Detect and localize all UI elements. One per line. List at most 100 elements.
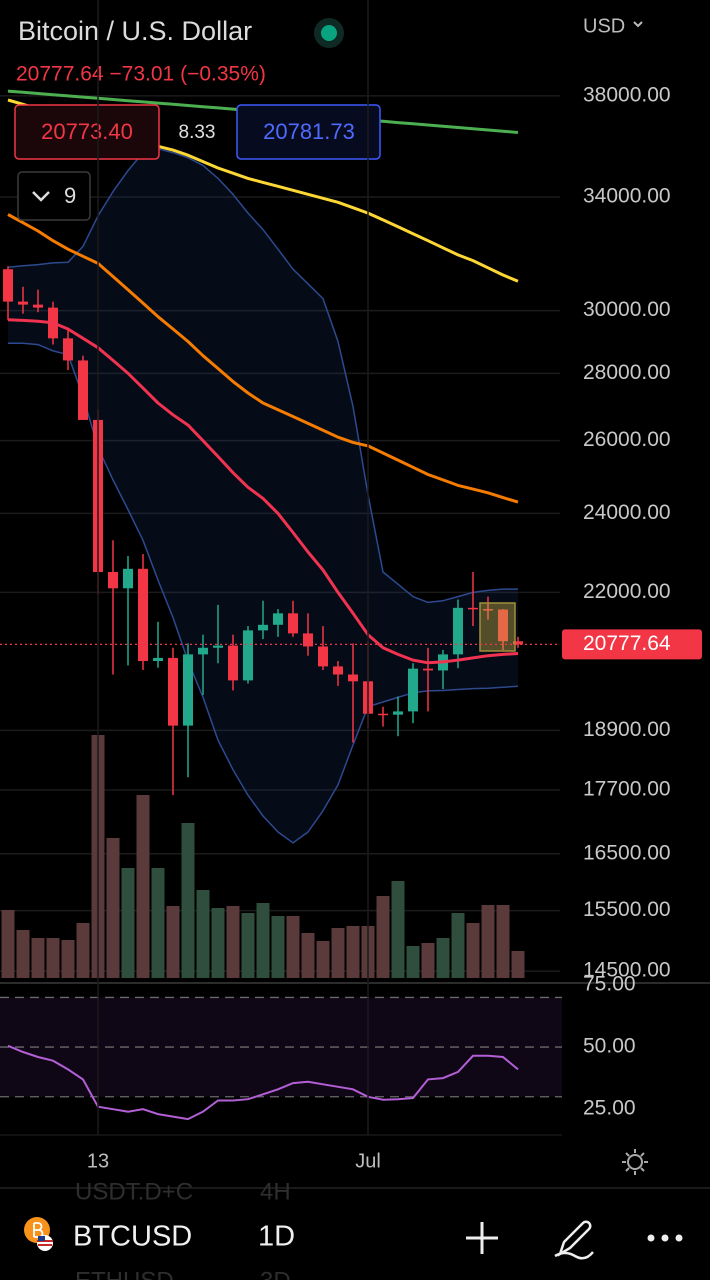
rsi-pane: [0, 996, 562, 1121]
candle-body: [63, 338, 73, 361]
price-tick-label: 26000.00: [583, 428, 671, 451]
candle-body: [393, 711, 403, 715]
candle-body: [483, 609, 493, 611]
bid-box[interactable]: [14, 104, 160, 160]
candle-body: [153, 657, 163, 662]
candle-body: [408, 668, 418, 712]
volume-bar: [436, 938, 450, 978]
indicator-count: 9: [64, 183, 76, 208]
volume-bar: [241, 913, 255, 978]
ask: 20781.73: [263, 119, 355, 144]
toolbar-interval[interactable]: 1D: [258, 1221, 295, 1253]
volume-bar: [346, 926, 360, 978]
indicator-line: [7, 318, 519, 665]
candle-body: [3, 269, 13, 302]
add-icon[interactable]: [466, 1222, 498, 1254]
candle-body: [168, 657, 178, 726]
price-tick-label: 30000.00: [583, 298, 671, 321]
rsi-tick-label: 25.00: [583, 1097, 636, 1120]
indicator-toggle[interactable]: [17, 171, 91, 221]
x-tick-label: Jul: [355, 1150, 381, 1172]
candle-body: [513, 641, 523, 645]
volume-bar: [76, 923, 90, 978]
volume-bar: [271, 916, 285, 978]
price-tick-label: 24000.00: [583, 501, 671, 524]
ghost-text: 4H: [260, 1178, 291, 1205]
volume-bar: [46, 938, 60, 978]
currency-chevron: [633, 21, 643, 28]
candle-body: [243, 630, 253, 681]
bar-highlight: [479, 602, 516, 652]
indicator-chevron: [32, 191, 50, 202]
price-tick-label: 15500.00: [583, 898, 671, 921]
bid: 20773.40: [41, 119, 133, 144]
toolbar-symbol[interactable]: BTCUSD: [73, 1221, 192, 1253]
price-axis: 38000.00 34000.00 30000.00 28000.00 26000.00…: [562, 83, 702, 982]
dot: [675, 1234, 683, 1242]
volume-bar: [16, 930, 30, 978]
volume-bar: [106, 838, 120, 978]
volume-bar: [166, 906, 180, 978]
price-tick-label: 22000.00: [583, 580, 671, 603]
volume-bar: [121, 868, 135, 978]
price-tick-label: 34000.00: [583, 184, 671, 207]
candle-body: [213, 645, 223, 648]
draw-icon[interactable]: [554, 1220, 594, 1260]
volume-bar: [61, 940, 75, 978]
candle-body: [18, 301, 28, 305]
volume-bar: [481, 905, 495, 978]
price-tick-label: 16500.00: [583, 841, 671, 864]
volume-bar: [211, 908, 225, 978]
candle-body: [453, 607, 463, 655]
candle-body: [273, 613, 283, 625]
price-tick-label: 18900.00: [583, 718, 671, 741]
volume-bar: [421, 943, 435, 978]
candle-body: [198, 647, 208, 655]
candle-body: [468, 607, 478, 610]
volume-bar: [406, 946, 420, 978]
volume-bar: [331, 928, 345, 978]
gear-teeth: [622, 1149, 648, 1175]
ask-box[interactable]: [236, 104, 381, 160]
ghost-text: ETHUSD: [75, 1267, 174, 1280]
candle-body: [348, 674, 358, 682]
x-tick-label: 13: [87, 1150, 109, 1172]
band-fill: [8, 148, 518, 843]
volume-bar: [301, 933, 315, 978]
volume-bar: [451, 913, 465, 978]
quote: 20777.64 −73.01 (−0.35%): [16, 63, 266, 86]
volume-bar: [466, 923, 480, 978]
candle-body: [78, 360, 88, 420]
toolbar: BTCUSD 1D: [24, 1217, 683, 1260]
candle-body: [123, 568, 133, 589]
candle-body: [288, 613, 298, 634]
status-dot: [321, 25, 337, 41]
candle-body: [333, 666, 343, 675]
dot: [661, 1234, 669, 1242]
volume-bar: [136, 795, 150, 978]
volume-bar: [286, 916, 300, 978]
currency[interactable]: USD: [583, 15, 625, 37]
ghost-text: 3D: [260, 1267, 291, 1280]
rsi-line: [7, 1044, 519, 1121]
price-tick-label: 17700.00: [583, 778, 671, 801]
volume-bar: [226, 906, 240, 978]
price-tick-label: 14500.00: [583, 959, 671, 982]
candle-body: [423, 668, 433, 671]
flag-canton: [38, 1236, 45, 1241]
indicator-line: [7, 148, 518, 604]
settings-icon[interactable]: [622, 1149, 648, 1175]
volume-bar: [151, 868, 165, 978]
candle-body: [318, 646, 328, 667]
volume-bar: [196, 890, 210, 978]
price-pane: [0, 89, 560, 978]
more-icon[interactable]: [647, 1234, 683, 1242]
candle-body: [258, 624, 268, 631]
volume-bar: [1, 910, 15, 978]
candle-body: [183, 654, 193, 726]
price-tick-label: 38000.00: [583, 83, 671, 106]
volume-bar: [496, 905, 510, 978]
candle-body: [33, 304, 43, 308]
spread: 8.33: [179, 122, 216, 143]
